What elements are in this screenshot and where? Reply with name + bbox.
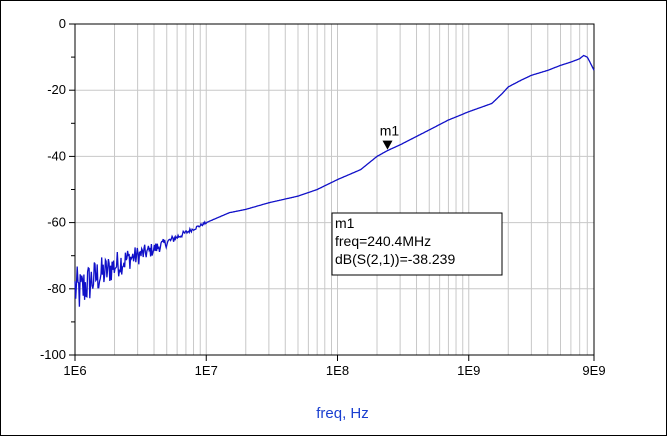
marker-readout-line: freq=240.4MHz [335, 233, 431, 249]
x-tick-label: 1E7 [195, 363, 218, 378]
y-tick-label: -80 [47, 281, 66, 296]
y-tick-label: -40 [47, 148, 66, 163]
x-tick-label: 1E9 [457, 363, 480, 378]
marker-readout-line: m1 [335, 215, 355, 231]
grid-layer [75, 24, 594, 355]
x-tick-label: 1E8 [326, 363, 349, 378]
x-tick-label: 9E9 [582, 363, 605, 378]
y-tick-label: -20 [47, 82, 66, 97]
x-axis-label: freq, Hz [316, 405, 369, 422]
series-layer [74, 54, 595, 307]
marker-readout-line: dB(S(2,1))=-38.239 [335, 251, 455, 267]
y-tick-label: 0 [59, 16, 66, 31]
plot-area [74, 23, 595, 356]
marker-layer: m1 m1 freq=240.4MHz dB(S(2,1))=-38.239 [331, 123, 503, 276]
y-tick-label: -60 [47, 215, 66, 230]
y-tick-label: -100 [40, 347, 66, 362]
marker-label-m1: m1 [380, 123, 400, 139]
x-tick-label: 1E6 [63, 363, 86, 378]
marker-triangle-m1 [382, 140, 393, 150]
series-line-s21 [74, 54, 595, 307]
marker-readout-box [331, 212, 503, 276]
